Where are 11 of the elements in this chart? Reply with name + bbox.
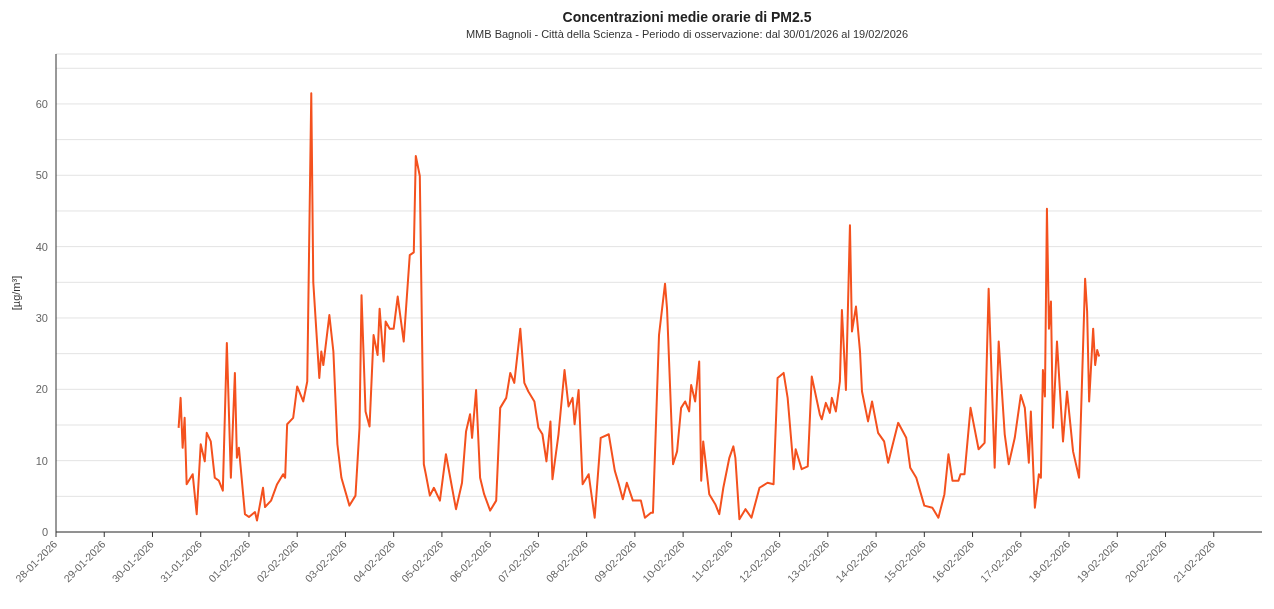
chart-subtitle: MMB Bagnoli - Città della Scienza - Periodo di osservazione: dal 30/01/2026 al 19/02/2026 xyxy=(464,27,910,42)
y-tick-label: 30 xyxy=(35,311,48,324)
y-tick-label: 50 xyxy=(35,169,48,182)
y-axis-title: [µg/m³] xyxy=(9,275,22,311)
y-tick-label: 10 xyxy=(35,454,48,467)
y-tick-label: 20 xyxy=(35,383,48,396)
y-tick-label: 60 xyxy=(35,97,48,110)
chart-title: Concentrazioni medie orarie di PM2.5 xyxy=(561,8,813,26)
line-series xyxy=(177,92,1101,522)
y-tick-label: 0 xyxy=(41,525,48,538)
y-tick-label: 40 xyxy=(35,240,48,253)
